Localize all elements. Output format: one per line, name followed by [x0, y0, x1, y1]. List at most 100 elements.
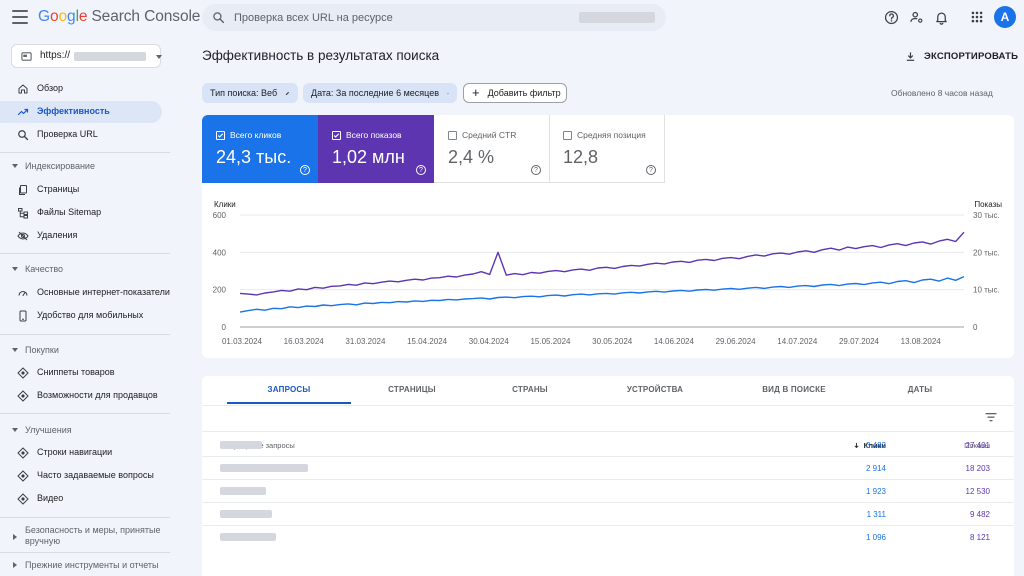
- sidebar-section-enhancements[interactable]: Улучшения: [0, 422, 170, 440]
- sidebar-item-removals[interactable]: Удаления: [0, 225, 162, 247]
- performance-chart-card: Всего кликов 24,3 тыс. ? Всего показов 1…: [202, 115, 1014, 358]
- apps-grid-icon[interactable]: [967, 7, 987, 27]
- x-axis-tick: 13.08.2024: [901, 337, 942, 346]
- cell-impressions: 27 401: [965, 441, 990, 450]
- chevron-down-icon: [12, 428, 18, 432]
- product-icon: [17, 367, 29, 379]
- right-axis-tick: 10 тыс.: [973, 286, 1000, 295]
- checkbox-unchecked-icon: [563, 130, 572, 140]
- tab-pages[interactable]: СТРАНИЦЫ: [388, 385, 436, 394]
- property-icon: [21, 52, 32, 61]
- sidebar-section-security[interactable]: Безопасность и меры, принятые вручную: [0, 522, 170, 548]
- sidebar-item-faq[interactable]: Часто задаваемые вопросы: [0, 465, 162, 487]
- filter-search-type[interactable]: Тип поиска: Веб: [202, 83, 298, 103]
- sidebar-item-sitemaps[interactable]: Файлы Sitemap: [0, 202, 162, 224]
- metric-total-clicks[interactable]: Всего кликов 24,3 тыс. ?: [202, 115, 318, 183]
- avatar[interactable]: A: [994, 6, 1016, 28]
- tab-countries[interactable]: СТРАНЫ: [512, 385, 548, 394]
- arrow-down-icon: [854, 442, 859, 449]
- sidebar-item-overview[interactable]: Обзор: [0, 78, 162, 100]
- sidebar-item-product-snippets[interactable]: Сниппеты товаров: [0, 362, 162, 384]
- help-icon[interactable]: ?: [646, 165, 656, 175]
- menu-icon[interactable]: [12, 10, 28, 24]
- table-row[interactable]: 2 914 18 203: [202, 456, 1014, 479]
- sidebar-divider: [0, 517, 170, 518]
- sidebar-item-breadcrumbs[interactable]: Строки навигации: [0, 442, 162, 464]
- metric-label: Средняя позиция: [577, 130, 646, 140]
- cell-impressions: 18 203: [965, 464, 990, 473]
- sidebar-item-label: Строки навигации: [37, 447, 113, 457]
- removals-icon: [17, 231, 29, 241]
- column-header-clicks[interactable]: Клики: [852, 441, 886, 450]
- sidebar-item-label: Проверка URL: [37, 129, 98, 139]
- redacted-property-domain: [74, 52, 146, 61]
- property-selector[interactable]: https://: [11, 44, 162, 68]
- help-icon[interactable]: [881, 7, 901, 27]
- sidebar-item-label: Видео: [37, 493, 64, 503]
- sidebar-item-mobile-usability[interactable]: Удобство для мобильных: [0, 305, 162, 327]
- sidebar-section-shopping[interactable]: Покупки: [0, 342, 170, 360]
- sidebar-item-label: Обзор: [37, 83, 63, 93]
- table-row[interactable]: 1 096 8 121: [202, 525, 1014, 548]
- sidebar-item-merchant-listings[interactable]: Возможности для продавцов: [0, 385, 162, 407]
- help-icon[interactable]: ?: [300, 165, 310, 175]
- add-filter-button[interactable]: + Добавить фильтр: [463, 83, 567, 103]
- column-header-impressions[interactable]: Показы: [964, 441, 990, 450]
- last-updated: Обновлено 8 часов назад: [891, 88, 993, 98]
- tab-devices[interactable]: УСТРОЙСТВА: [626, 385, 684, 394]
- sidebar-item-url-inspection[interactable]: Проверка URL: [0, 124, 162, 146]
- tab-search-appearance[interactable]: ВИД В ПОИСКЕ: [762, 385, 826, 394]
- chevron-down-icon: [156, 55, 162, 59]
- property-prefix: https://: [40, 50, 71, 61]
- manage-users-icon[interactable]: [906, 7, 926, 27]
- google-search-console-logo[interactable]: Google Search Console: [38, 8, 200, 26]
- help-icon[interactable]: ?: [416, 165, 426, 175]
- metric-total-impressions[interactable]: Всего показов 1,02 млн ?: [318, 115, 434, 183]
- tab-dates[interactable]: ДАТЫ: [907, 385, 933, 394]
- help-icon[interactable]: ?: [531, 165, 541, 175]
- table-row[interactable]: 1 923 12 530: [202, 479, 1014, 502]
- sidebar-item-label: Удаления: [37, 230, 78, 240]
- table-row[interactable]: 3 482 27 401: [202, 433, 1014, 456]
- sidebar-divider: [0, 253, 170, 254]
- right-axis-title: Показы: [974, 200, 1002, 209]
- breadcrumbs-icon: [17, 447, 29, 459]
- search-input[interactable]: [234, 9, 474, 26]
- filter-date[interactable]: Дата: За последние 6 месяцев: [303, 83, 457, 103]
- metric-label: Всего показов: [346, 130, 402, 140]
- sidebar-divider: [0, 413, 170, 414]
- sidebar-section-legacy[interactable]: Прежние инструменты и отчеты: [0, 557, 170, 575]
- sidebar-item-core-web-vitals[interactable]: Основные интернет-показатели: [0, 282, 170, 304]
- sidebar-item-label: Часто задаваемые вопросы: [37, 470, 154, 480]
- trend-icon: [17, 108, 29, 116]
- tab-queries[interactable]: ЗАПРОСЫ: [267, 385, 311, 394]
- filter-label: Тип поиска: Веб: [210, 88, 278, 98]
- video-icon: [17, 493, 29, 505]
- x-axis-tick: 16.03.2024: [284, 337, 325, 346]
- sidebar-item-pages[interactable]: Страницы: [0, 179, 162, 201]
- left-axis-title: Клики: [214, 200, 236, 209]
- sidebar-section-experience[interactable]: Качество: [0, 261, 170, 279]
- redacted-query: [220, 464, 308, 472]
- cell-clicks: 2 914: [865, 464, 886, 473]
- sidebar-section-indexing[interactable]: Индексирование: [0, 158, 170, 176]
- checkbox-unchecked-icon: [448, 130, 457, 140]
- export-button[interactable]: ЭКСПОРТИРОВАТЬ: [905, 48, 1018, 64]
- x-axis-tick: 15.04.2024: [407, 337, 448, 346]
- sidebar-section-title: Покупки: [25, 345, 59, 355]
- table-row[interactable]: 1 311 9 482: [202, 502, 1014, 525]
- url-inspection-search[interactable]: [202, 4, 666, 31]
- sidebar-item-video[interactable]: Видео: [0, 488, 162, 510]
- left-axis-tick: 600: [213, 211, 227, 220]
- metric-average-ctr[interactable]: Средний CTR 2,4 % ?: [434, 115, 550, 183]
- sitemap-icon: [18, 208, 28, 219]
- edit-icon: [447, 92, 449, 94]
- notifications-icon[interactable]: [931, 7, 951, 27]
- sidebar-item-performance[interactable]: Эффективность: [0, 101, 162, 123]
- filter-rows-icon[interactable]: [985, 412, 997, 422]
- cell-clicks: 1 096: [865, 533, 886, 542]
- clicks-series-line: [239, 275, 965, 313]
- sidebar-divider: [0, 152, 170, 153]
- metric-average-position[interactable]: Средняя позиция 12,8 ?: [549, 115, 665, 183]
- filter-label: Дата: За последние 6 месяцев: [311, 88, 439, 98]
